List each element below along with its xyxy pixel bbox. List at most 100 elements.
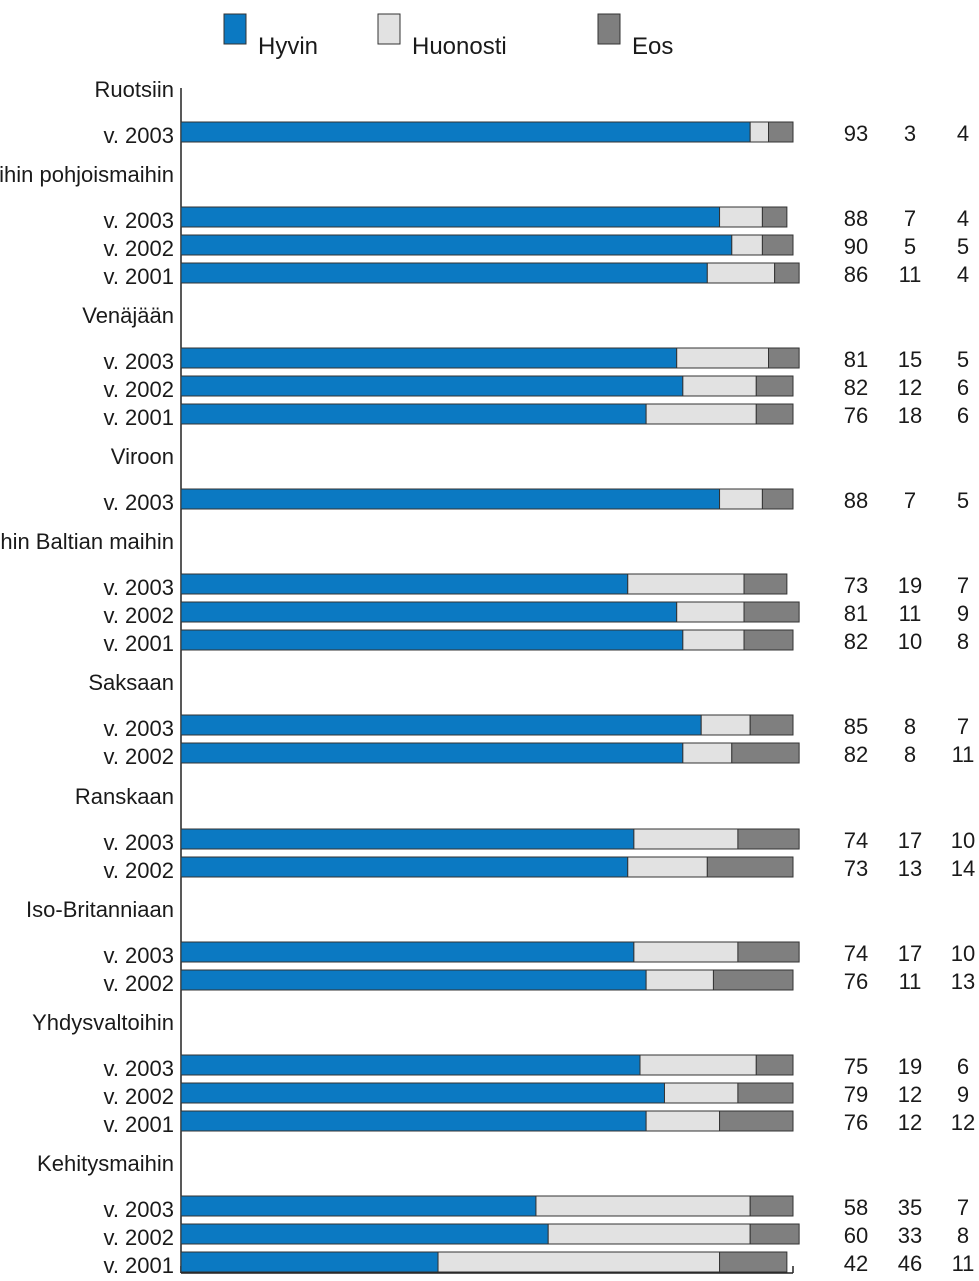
bar-segment-hyvin (180, 629, 684, 651)
group-title: Yhdysvaltoihin (32, 1010, 174, 1035)
value-label-eos: 4 (957, 121, 969, 146)
bar-segment-hyvin (180, 488, 721, 510)
value-label-huonosti: 8 (904, 742, 916, 767)
value-label-eos: 11 (952, 1251, 975, 1276)
bar-segment-huonosti (749, 121, 770, 143)
value-label-hyvin: 75 (844, 1054, 868, 1079)
legend-label-huonosti: Huonosti (412, 33, 507, 60)
row-label: v. 2003 (103, 349, 174, 374)
legend-swatch-eos (597, 13, 621, 45)
bar-segment-eos (706, 856, 794, 878)
group-title: Muihin Baltian maihin (0, 529, 174, 554)
row-label: v. 2002 (103, 744, 174, 769)
value-label-huonosti: 12 (898, 1082, 922, 1107)
row-label: v. 2001 (103, 264, 174, 289)
value-label-huonosti: 3 (904, 121, 916, 146)
value-label-huonosti: 10 (898, 629, 922, 654)
row-label: v. 2003 (103, 575, 174, 600)
value-label-eos: 6 (957, 1054, 969, 1079)
row-label: v. 2001 (103, 631, 174, 656)
bar-segment-hyvin (180, 856, 629, 878)
value-label-hyvin: 73 (844, 856, 868, 881)
bar-segment-huonosti (535, 1195, 751, 1217)
bar-segment-hyvin (180, 573, 629, 595)
bar-segment-hyvin (180, 742, 684, 764)
value-label-eos: 14 (951, 856, 975, 881)
bar-segment-hyvin (180, 206, 721, 228)
bar-row: v. 2003 88 7 5 (103, 488, 969, 515)
bar-row: v. 2002 90 5 5 (103, 234, 969, 261)
value-label-huonosti: 7 (904, 488, 916, 513)
bar-segment-eos (737, 828, 800, 850)
bar-segment-eos (737, 941, 800, 963)
bar-segment-hyvin (180, 347, 678, 369)
value-label-hyvin: 79 (844, 1082, 868, 1107)
value-label-eos: 5 (957, 488, 969, 513)
value-label-hyvin: 76 (844, 1110, 868, 1135)
bar-row: v. 2003 85 8 7 (103, 714, 969, 741)
group-title: Iso-Britanniaan (26, 897, 174, 922)
bar-row: v. 2003 74 17 10 (103, 941, 975, 968)
bar-row: v. 2003 58 35 7 (103, 1195, 969, 1222)
bar-row: v. 2002 79 12 9 (103, 1082, 969, 1109)
bar-row: v. 2002 60 33 8 (103, 1223, 969, 1250)
bar-segment-huonosti (682, 742, 733, 764)
bar-row: v. 2003 73 19 7 (103, 573, 969, 600)
value-label-huonosti: 13 (898, 856, 922, 881)
value-label-eos: 8 (957, 1223, 969, 1248)
bar-segment-huonosti (706, 262, 776, 284)
legend-label-eos: Eos (632, 33, 673, 60)
row-label: v. 2001 (103, 405, 174, 430)
group-title: Viroon (111, 444, 174, 469)
bar-row: v. 2003 93 3 4 (103, 121, 969, 148)
value-label-huonosti: 12 (898, 1110, 922, 1135)
value-label-huonosti: 46 (898, 1251, 922, 1276)
legend-label-hyvin: Hyvin (258, 33, 318, 60)
bar-segment-huonosti (437, 1251, 721, 1273)
bar-segment-eos (774, 262, 800, 284)
row-label: v. 2001 (103, 1112, 174, 1137)
value-label-eos: 9 (957, 1082, 969, 1107)
legend: Hyvin Huonosti Eos (223, 13, 673, 60)
value-label-eos: 7 (957, 573, 969, 598)
value-label-huonosti: 11 (899, 262, 922, 287)
value-label-eos: 7 (957, 1195, 969, 1220)
bar-segment-hyvin (180, 403, 647, 425)
bar-segment-huonosti (663, 1082, 739, 1104)
bar-segment-hyvin (180, 941, 635, 963)
bar-row: v. 2002 82 12 6 (103, 375, 969, 402)
bar-segment-huonosti (645, 1110, 721, 1132)
value-label-huonosti: 7 (904, 206, 916, 231)
bar-segment-huonosti (719, 206, 763, 228)
bar-segment-eos (712, 969, 794, 991)
bar-segment-hyvin (180, 969, 647, 991)
value-label-huonosti: 33 (898, 1223, 922, 1248)
bar-segment-huonosti (645, 969, 714, 991)
value-label-eos: 9 (957, 601, 969, 626)
row-label: v. 2002 (103, 1225, 174, 1250)
value-label-huonosti: 12 (898, 375, 922, 400)
value-label-hyvin: 73 (844, 573, 868, 598)
bar-segment-hyvin (180, 262, 708, 284)
bar-segment-eos (749, 714, 794, 736)
value-label-hyvin: 93 (844, 121, 868, 146)
group-title: Muihin pohjoismaihin (0, 162, 174, 187)
value-label-huonosti: 17 (898, 941, 922, 966)
bar-segment-eos (737, 1082, 794, 1104)
value-label-hyvin: 74 (844, 941, 868, 966)
row-label: v. 2003 (103, 716, 174, 741)
bar-segment-eos (749, 1223, 800, 1245)
value-label-huonosti: 15 (898, 347, 922, 372)
bar-segment-hyvin (180, 714, 702, 736)
bar-segment-hyvin (180, 1251, 439, 1273)
bar-row: v. 2002 73 13 14 (103, 856, 975, 883)
group-viroon: Viroon v. 2003 88 7 5 (103, 444, 969, 515)
value-label-eos: 6 (957, 375, 969, 400)
value-label-huonosti: 17 (898, 828, 922, 853)
bar-segment-eos (731, 742, 800, 764)
bar-segment-hyvin (180, 234, 733, 256)
bar-segment-eos (743, 601, 800, 623)
bar-segment-huonosti (676, 347, 770, 369)
bar-segment-huonosti (633, 828, 739, 850)
bar-row: v. 2002 82 8 11 (103, 742, 974, 769)
